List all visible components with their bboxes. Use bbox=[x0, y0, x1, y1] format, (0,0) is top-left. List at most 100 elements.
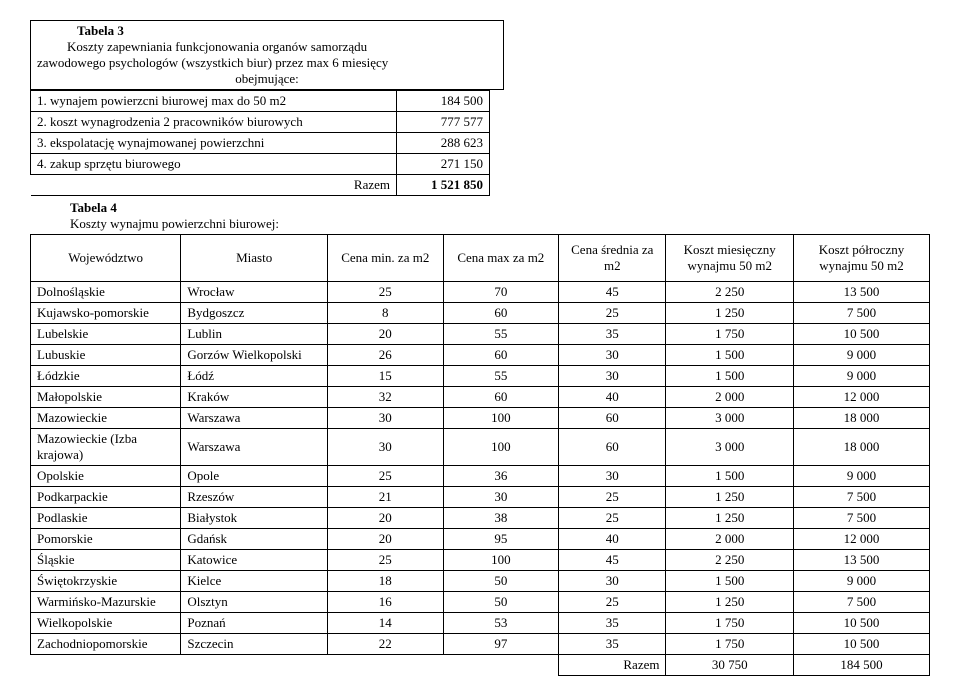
cell-cena-max: 60 bbox=[443, 387, 559, 408]
table3-label: Tabela 3 bbox=[37, 23, 497, 39]
cell-koszt-mies: 3 000 bbox=[666, 429, 793, 466]
cell-cena-max: 53 bbox=[443, 613, 559, 634]
razem-kmies: 30 750 bbox=[666, 655, 793, 676]
cell-koszt-pol: 7 500 bbox=[793, 303, 929, 324]
cell-koszt-pol: 9 000 bbox=[793, 466, 929, 487]
cell-cena-avg: 25 bbox=[559, 508, 666, 529]
table-row: 4. zakup sprzętu biurowego 271 150 bbox=[31, 154, 490, 175]
cell-cena-avg: 30 bbox=[559, 366, 666, 387]
cell-cena-max: 95 bbox=[443, 529, 559, 550]
cell-miasto: Szczecin bbox=[181, 634, 328, 655]
cell-koszt-pol: 9 000 bbox=[793, 345, 929, 366]
cell-cena-max: 36 bbox=[443, 466, 559, 487]
table-row: WielkopolskiePoznań1453351 75010 500 bbox=[31, 613, 930, 634]
table-row: 3. ekspolatację wynajmowanej powierzchni… bbox=[31, 133, 490, 154]
cell-miasto: Warszawa bbox=[181, 408, 328, 429]
table3-desc-line3: obejmujące: bbox=[37, 71, 497, 87]
cell-koszt-pol: 9 000 bbox=[793, 366, 929, 387]
cell-wojewodztwo: Świętokrzyskie bbox=[31, 571, 181, 592]
table-row: OpolskieOpole2536301 5009 000 bbox=[31, 466, 930, 487]
cell-cena-min: 18 bbox=[328, 571, 444, 592]
cell-miasto: Olsztyn bbox=[181, 592, 328, 613]
cell-cena-min: 16 bbox=[328, 592, 444, 613]
table-row: LubelskieLublin2055351 75010 500 bbox=[31, 324, 930, 345]
cell-cena-min: 20 bbox=[328, 508, 444, 529]
table-row: LubuskieGorzów Wielkopolski2660301 5009 … bbox=[31, 345, 930, 366]
table-row: ŚwiętokrzyskieKielce1850301 5009 000 bbox=[31, 571, 930, 592]
cell-miasto: Białystok bbox=[181, 508, 328, 529]
cost-label: 3. ekspolatację wynajmowanej powierzchni bbox=[31, 133, 397, 154]
col-miasto: Miasto bbox=[181, 235, 328, 282]
cell-koszt-pol: 9 000 bbox=[793, 571, 929, 592]
cell-wojewodztwo: Opolskie bbox=[31, 466, 181, 487]
table-row: 2. koszt wynagrodzenia 2 pracowników biu… bbox=[31, 112, 490, 133]
cell-cena-max: 97 bbox=[443, 634, 559, 655]
cell-koszt-mies: 1 250 bbox=[666, 592, 793, 613]
cell-wojewodztwo: Lubelskie bbox=[31, 324, 181, 345]
cell-koszt-mies: 1 750 bbox=[666, 324, 793, 345]
cell-koszt-pol: 10 500 bbox=[793, 324, 929, 345]
cell-koszt-mies: 2 250 bbox=[666, 282, 793, 303]
table-row: 1. wynajem powierzcni biurowej max do 50… bbox=[31, 91, 490, 112]
cell-miasto: Poznań bbox=[181, 613, 328, 634]
cell-cena-avg: 35 bbox=[559, 634, 666, 655]
cell-miasto: Kraków bbox=[181, 387, 328, 408]
cell-koszt-mies: 1 750 bbox=[666, 613, 793, 634]
cell-wojewodztwo: Śląskie bbox=[31, 550, 181, 571]
cell-cena-min: 20 bbox=[328, 529, 444, 550]
razem-label: Razem bbox=[559, 655, 666, 676]
cell-koszt-mies: 3 000 bbox=[666, 408, 793, 429]
cell-cena-avg: 60 bbox=[559, 408, 666, 429]
cell-cena-max: 55 bbox=[443, 324, 559, 345]
table3-header: Tabela 3 Koszty zapewniania funkcjonowan… bbox=[30, 20, 504, 90]
cell-koszt-pol: 13 500 bbox=[793, 550, 929, 571]
cell-cena-avg: 30 bbox=[559, 466, 666, 487]
cell-miasto: Bydgoszcz bbox=[181, 303, 328, 324]
cell-cena-min: 32 bbox=[328, 387, 444, 408]
table3-desc-line2: zawodowego psychologów (wszystkich biur)… bbox=[37, 55, 497, 71]
table-row: ŁódzkieŁódź1555301 5009 000 bbox=[31, 366, 930, 387]
cell-cena-min: 21 bbox=[328, 487, 444, 508]
table-row-razem: Razem 1 521 850 bbox=[31, 175, 490, 196]
cell-wojewodztwo: Mazowieckie (Izba krajowa) bbox=[31, 429, 181, 466]
cell-cena-min: 22 bbox=[328, 634, 444, 655]
cell-cena-min: 30 bbox=[328, 429, 444, 466]
col-cena-max: Cena max za m2 bbox=[443, 235, 559, 282]
cell-cena-max: 55 bbox=[443, 366, 559, 387]
cell-wojewodztwo: Mazowieckie bbox=[31, 408, 181, 429]
table3-desc-line1: Koszty zapewniania funkcjonowania organó… bbox=[37, 39, 497, 55]
table-row: DolnośląskieWrocław2570452 25013 500 bbox=[31, 282, 930, 303]
cell-miasto: Gdańsk bbox=[181, 529, 328, 550]
cell-cena-min: 30 bbox=[328, 408, 444, 429]
cell-cena-max: 100 bbox=[443, 550, 559, 571]
cell-wojewodztwo: Zachodniopomorskie bbox=[31, 634, 181, 655]
cell-cena-avg: 40 bbox=[559, 387, 666, 408]
cell-miasto: Gorzów Wielkopolski bbox=[181, 345, 328, 366]
cell-koszt-pol: 18 000 bbox=[793, 408, 929, 429]
cell-koszt-pol: 7 500 bbox=[793, 487, 929, 508]
cell-cena-min: 25 bbox=[328, 550, 444, 571]
cell-koszt-pol: 10 500 bbox=[793, 634, 929, 655]
cost-value: 271 150 bbox=[397, 154, 490, 175]
cell-koszt-pol: 12 000 bbox=[793, 529, 929, 550]
cell-cena-avg: 35 bbox=[559, 613, 666, 634]
cell-cena-max: 60 bbox=[443, 345, 559, 366]
cell-cena-min: 26 bbox=[328, 345, 444, 366]
cell-miasto: Lublin bbox=[181, 324, 328, 345]
cell-miasto: Kielce bbox=[181, 571, 328, 592]
cell-cena-max: 30 bbox=[443, 487, 559, 508]
cell-wojewodztwo: Wielkopolskie bbox=[31, 613, 181, 634]
cell-cena-max: 50 bbox=[443, 592, 559, 613]
cell-cena-min: 25 bbox=[328, 466, 444, 487]
table-row: PodlaskieBiałystok2038251 2507 500 bbox=[31, 508, 930, 529]
cell-miasto: Katowice bbox=[181, 550, 328, 571]
table4-subtitle: Koszty wynajmu powierzchni biurowej: bbox=[30, 216, 930, 232]
table4-razem-row: Razem30 750184 500 bbox=[31, 655, 930, 676]
cell-koszt-mies: 1 250 bbox=[666, 487, 793, 508]
cell-wojewodztwo: Małopolskie bbox=[31, 387, 181, 408]
cell-cena-avg: 25 bbox=[559, 592, 666, 613]
col-koszt-miesieczny: Koszt miesięczny wynajmu 50 m2 bbox=[666, 235, 793, 282]
table4-label: Tabela 4 bbox=[30, 200, 930, 216]
cell-cena-min: 15 bbox=[328, 366, 444, 387]
cell-cena-avg: 45 bbox=[559, 282, 666, 303]
